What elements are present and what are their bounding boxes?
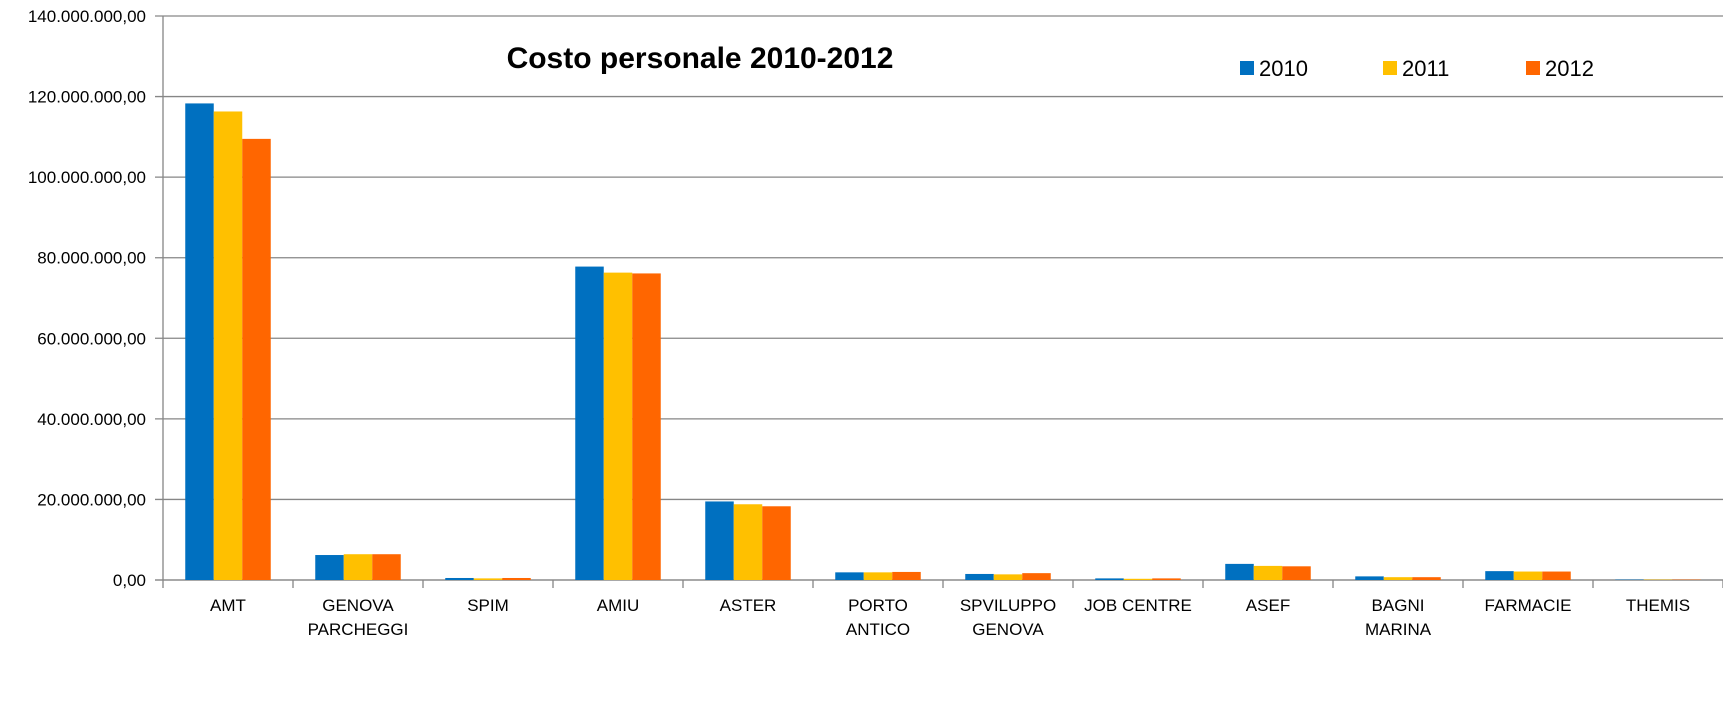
bar-2012 bbox=[1412, 577, 1441, 580]
x-tick-label: AMIU bbox=[597, 596, 640, 615]
bar-2010 bbox=[575, 267, 604, 580]
legend: 2010 2011 2012 bbox=[1240, 56, 1594, 81]
axes bbox=[155, 16, 1723, 588]
bar-2012 bbox=[502, 578, 531, 580]
x-tick-label: FARMACIE bbox=[1485, 596, 1572, 615]
bar-2012 bbox=[892, 572, 921, 580]
x-tick-label: SPVILUPPO bbox=[960, 596, 1056, 615]
y-tick-label: 80.000.000,00 bbox=[37, 249, 146, 268]
x-tick-label: ASTER bbox=[720, 596, 777, 615]
y-tick-label: 140.000.000,00 bbox=[28, 7, 146, 26]
y-tick-label: 60.000.000,00 bbox=[37, 329, 146, 348]
x-tick-label: AMT bbox=[210, 596, 246, 615]
bar-2012 bbox=[1022, 573, 1051, 580]
bar-2011 bbox=[734, 504, 763, 580]
bar-2011 bbox=[604, 273, 633, 580]
bar-2010 bbox=[445, 578, 474, 580]
x-tick-label: ANTICO bbox=[846, 620, 910, 639]
bar-2011 bbox=[474, 578, 503, 580]
bar-2011 bbox=[1514, 572, 1543, 580]
x-tick-label: GENOVA bbox=[972, 620, 1044, 639]
legend-label: 2010 bbox=[1259, 56, 1308, 81]
x-tick-label: GENOVA bbox=[322, 596, 394, 615]
bar-2012 bbox=[1152, 578, 1181, 580]
x-tick-label: JOB CENTRE bbox=[1084, 596, 1192, 615]
bar-2012 bbox=[762, 506, 791, 580]
y-tick-label: 0,00 bbox=[113, 571, 146, 590]
legend-label: 2012 bbox=[1545, 56, 1594, 81]
bar-2010 bbox=[315, 555, 344, 580]
bar-2011 bbox=[1124, 579, 1153, 580]
legend-swatch bbox=[1383, 61, 1397, 75]
legend-swatch bbox=[1240, 61, 1254, 75]
x-tick-label: PARCHEGGI bbox=[308, 620, 409, 639]
legend-label: 2011 bbox=[1402, 56, 1449, 81]
y-tick-label: 20.000.000,00 bbox=[37, 490, 146, 509]
axis-labels: 0,00 20.000.000,00 40.000.000,00 60.000.000… bbox=[28, 7, 1690, 639]
bar-2010 bbox=[1485, 571, 1514, 580]
x-tick-label: BAGNI bbox=[1372, 596, 1425, 615]
y-tick-label: 120.000.000,00 bbox=[28, 88, 146, 107]
x-tick-label: THEMIS bbox=[1626, 596, 1690, 615]
bar-2010 bbox=[705, 501, 734, 580]
bar-2012 bbox=[1282, 566, 1311, 580]
y-tick-label: 40.000.000,00 bbox=[37, 410, 146, 429]
bars bbox=[185, 103, 1701, 580]
x-tick-label: MARINA bbox=[1365, 620, 1432, 639]
bar-2010 bbox=[1225, 564, 1254, 580]
bar-2010 bbox=[185, 103, 214, 580]
legend-swatch bbox=[1526, 61, 1540, 75]
bar-2010 bbox=[1095, 578, 1124, 580]
bar-2010 bbox=[1355, 576, 1384, 580]
bar-2011 bbox=[994, 574, 1023, 580]
bar-2011 bbox=[1254, 566, 1283, 580]
bar-2011 bbox=[1384, 577, 1413, 580]
bar-2011 bbox=[344, 554, 373, 580]
bar-2010 bbox=[965, 574, 994, 580]
bar-2012 bbox=[242, 139, 271, 580]
bar-2012 bbox=[372, 554, 401, 580]
bar-2010 bbox=[835, 572, 864, 580]
bar-2011 bbox=[214, 111, 243, 580]
grid-lines bbox=[155, 16, 1723, 580]
y-tick-label: 100.000.000,00 bbox=[28, 168, 146, 187]
x-tick-label: PORTO bbox=[848, 596, 908, 615]
bar-2011 bbox=[864, 572, 893, 580]
chart-title: Costo personale 2010-2012 bbox=[507, 42, 894, 75]
bar-2012 bbox=[632, 273, 661, 580]
x-tick-label: ASEF bbox=[1246, 596, 1290, 615]
x-tick-label: SPIM bbox=[467, 596, 509, 615]
bar-2012 bbox=[1542, 572, 1571, 580]
